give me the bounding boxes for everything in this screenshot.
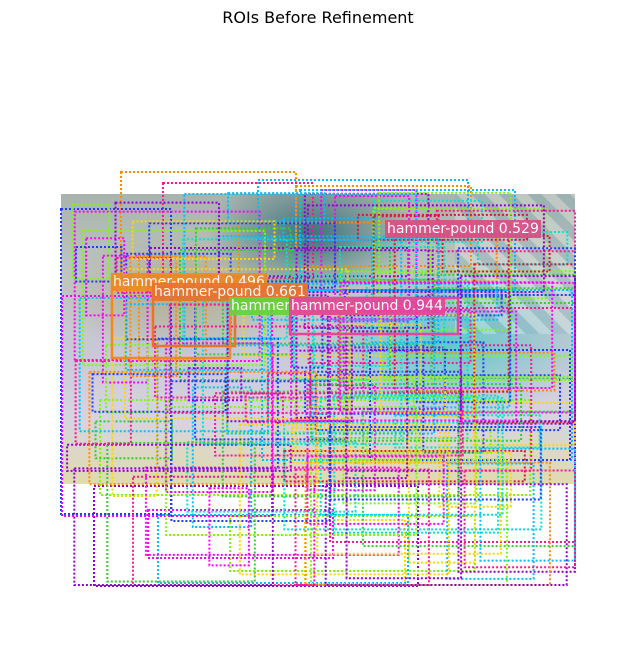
roi-box	[99, 399, 531, 496]
roi-box	[329, 426, 542, 501]
roi-box	[472, 402, 577, 447]
roi-box	[226, 378, 415, 433]
roi-box	[306, 455, 445, 525]
roi-box	[382, 354, 573, 378]
roi-box	[282, 217, 377, 241]
roi-box	[446, 462, 535, 580]
roi-box	[164, 342, 274, 494]
roi-box	[338, 246, 446, 396]
roi-box	[457, 247, 577, 296]
roi-box	[306, 384, 376, 492]
roi-box	[93, 485, 419, 587]
roi-box	[378, 191, 512, 331]
roi-box	[342, 396, 478, 505]
roi-box	[148, 222, 336, 289]
roi-box	[422, 341, 485, 454]
roi-box	[111, 336, 158, 497]
roi-box	[473, 263, 576, 424]
roi-box	[125, 252, 232, 341]
roi-box	[304, 370, 463, 415]
roi-box	[78, 296, 269, 433]
roi-box	[227, 192, 326, 223]
roi-box	[194, 280, 349, 441]
roi-box	[129, 255, 178, 378]
roi-box	[372, 215, 440, 304]
roi-box	[74, 359, 132, 445]
roi-box	[105, 343, 149, 414]
roi-box	[157, 514, 409, 584]
roi-box	[295, 294, 329, 419]
roi-box	[295, 249, 434, 352]
roi-box	[60, 208, 172, 515]
roi-box	[339, 281, 576, 414]
roi-box	[295, 185, 472, 267]
roi-box	[202, 300, 403, 446]
roi-box	[479, 447, 576, 562]
roi-box	[73, 210, 261, 362]
roi-box	[186, 441, 357, 513]
roi-box	[407, 415, 476, 564]
roi-box	[221, 390, 460, 498]
roi-box	[91, 373, 227, 413]
roi-box	[221, 278, 436, 345]
roi-box	[290, 426, 441, 464]
detection-label-0: hammer-pound 0.944	[289, 297, 445, 315]
roi-box	[306, 204, 545, 293]
roi-box	[345, 330, 409, 480]
roi-box	[370, 237, 440, 344]
roi-box	[101, 254, 149, 384]
roi-box	[71, 203, 111, 280]
roi-box	[106, 442, 256, 583]
roi-box	[319, 397, 504, 516]
roi-box	[459, 275, 577, 423]
roi-box	[343, 289, 503, 317]
roi-box	[187, 367, 243, 402]
roi-box	[266, 372, 312, 422]
roi-box	[373, 206, 432, 274]
roi-box	[345, 469, 463, 580]
roi-box	[208, 487, 250, 567]
roi-box	[369, 349, 571, 461]
roi-box	[303, 192, 430, 329]
roi-box	[238, 423, 450, 576]
roi-box	[394, 414, 541, 449]
roi-box	[132, 475, 316, 586]
roi-box	[191, 386, 253, 528]
roi-box	[73, 467, 274, 586]
detection-label-1: hammer-pound 0.529	[385, 220, 541, 238]
roi-box	[291, 312, 324, 369]
roi-box	[379, 314, 476, 414]
roi-box	[154, 325, 365, 399]
roi-box	[217, 235, 403, 299]
figure-title: ROIs Before Refinement	[222, 8, 414, 27]
roi-box	[257, 179, 469, 241]
roi-box	[66, 443, 292, 472]
roi-box	[94, 420, 173, 460]
roi-box	[214, 392, 464, 457]
roi-box	[311, 278, 469, 439]
detection-label-2: hammer-pound 0.661	[152, 283, 308, 301]
roi-box	[120, 171, 297, 293]
roi-box	[316, 438, 502, 555]
roi-box	[361, 410, 576, 548]
roi-box	[283, 421, 543, 531]
roi-box	[463, 469, 577, 569]
roi-box	[342, 281, 554, 389]
roi-box	[131, 220, 276, 260]
roi-box	[372, 208, 547, 300]
roi-box	[144, 466, 400, 556]
roi-box	[88, 370, 318, 486]
roi-box	[314, 374, 561, 432]
